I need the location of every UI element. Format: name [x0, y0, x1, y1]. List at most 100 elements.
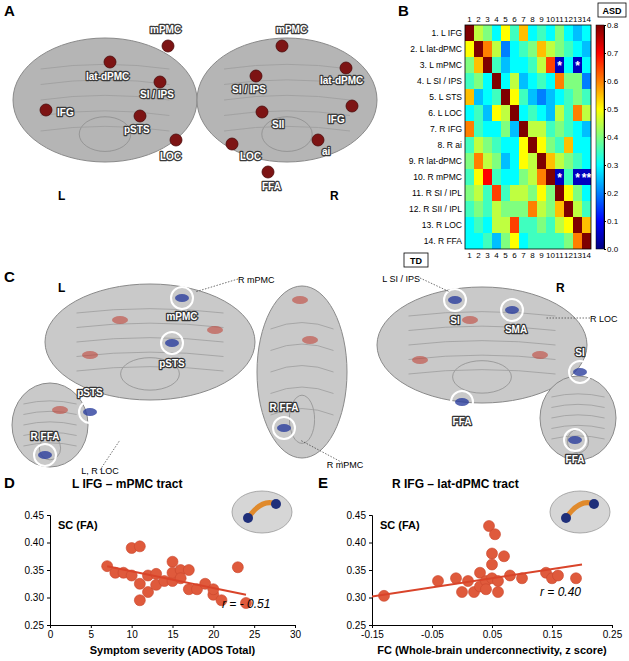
heatmap-cell: [537, 57, 546, 73]
heatmap-cell: [537, 201, 546, 217]
tick: 25: [249, 625, 261, 640]
heatmap-cells: [465, 25, 591, 249]
tick-label: 2: [476, 251, 481, 260]
region-label: SI / IPS: [140, 89, 174, 100]
region-circle: [34, 444, 56, 466]
heatmap-cell: [546, 201, 555, 217]
region-label: LOC: [240, 151, 261, 162]
tick: 7: [521, 251, 526, 260]
region-label: R FFA: [270, 402, 299, 413]
heatmap-cell: [564, 137, 573, 153]
heatmap-cell: [510, 89, 519, 105]
tick: 0.30: [347, 592, 372, 603]
heatmap-cell: [573, 169, 582, 185]
heatmap-cell: [582, 73, 591, 89]
heatmap-cell: [519, 233, 528, 249]
activation-patch: [82, 351, 98, 359]
significance-marker: **: [582, 171, 592, 185]
tick-mark: [552, 625, 553, 628]
region-label: SI / IPS: [232, 84, 266, 95]
heatmap-cell: [492, 185, 501, 201]
heatmap-cell: [564, 41, 573, 57]
heatmap-cell: [501, 185, 510, 201]
callout-label: R mPMC: [238, 275, 275, 285]
tick-label: 6: [512, 15, 517, 24]
region-label: FFA: [453, 416, 472, 427]
heatmap-cell: [492, 169, 501, 185]
tick-label: -0.15: [361, 629, 384, 640]
tick-label: 0.2: [607, 189, 619, 198]
x-axis: -0.15-0.050.050.150.25: [361, 625, 623, 640]
heatmap-cell: [510, 153, 519, 169]
tick: 1. L IFG: [432, 28, 462, 38]
heatmap-cell: [555, 121, 564, 137]
region-circle: [444, 289, 466, 311]
significance-marker: *: [575, 59, 580, 73]
heatmap-cell: [537, 153, 546, 169]
tick-mark: [213, 625, 214, 628]
region-label: mPMC: [276, 24, 307, 35]
heatmap-cell: [528, 105, 537, 121]
tick-label: 3: [485, 15, 490, 24]
heatmap-cell: [474, 89, 483, 105]
region-circle: [569, 361, 591, 383]
tick-mark: [369, 543, 372, 544]
activation-patch: [448, 296, 462, 304]
brain-sulcus: [77, 309, 224, 313]
tick-mark: [369, 570, 372, 571]
region-label: lat-dPMC: [86, 71, 129, 82]
heatmap-cell: [474, 185, 483, 201]
callout-label: R LOC: [590, 314, 618, 324]
brain-sulcus: [271, 366, 334, 372]
heatmap-cell: [483, 233, 492, 249]
heatmap-cell: [546, 153, 555, 169]
heatmap-cell: [483, 185, 492, 201]
hemisphere-label: R: [556, 281, 565, 295]
heatmap-cell: [483, 89, 492, 105]
tick-label: 8: [530, 15, 535, 24]
tick: 3. L mPMC: [420, 60, 462, 70]
tick-label: 30: [290, 629, 302, 640]
tick: 0.3: [604, 161, 619, 170]
activation-patch: [83, 408, 97, 416]
tick-label: 7. R IFG: [430, 124, 462, 134]
tick-label: 6. L LOC: [428, 108, 462, 118]
heatmap-cell: [519, 73, 528, 89]
tick-label: 0.7: [607, 49, 619, 58]
brain-sulcus: [409, 312, 556, 316]
region-sphere: [271, 499, 281, 509]
tick: 1: [467, 15, 472, 24]
callout-label: L SI / IPS: [382, 274, 420, 284]
heatmap-cell: [564, 217, 573, 233]
heatmap-cell: [492, 201, 501, 217]
x-axis-title: FC (Whole-brain underconnectivity, z sco…: [377, 644, 607, 656]
tick-label: 3. L mPMC: [420, 60, 462, 70]
heatmap-cell: [474, 233, 483, 249]
data-point: [487, 548, 498, 559]
tick-label: 2: [476, 15, 481, 24]
heatmap-cell: [528, 153, 537, 169]
activation-patch: [165, 339, 179, 347]
heatmap-cell: [483, 201, 492, 217]
tick-label: 14: [582, 15, 591, 24]
region-sphere: [226, 138, 238, 150]
brain-sulcus: [551, 404, 604, 407]
tick-mark: [604, 193, 606, 194]
heatmap-cell: [564, 105, 573, 121]
panel-label: C: [4, 268, 15, 285]
activation-patch: [292, 296, 308, 304]
heatmap-cell: [474, 217, 483, 233]
tick-mark: [492, 625, 493, 628]
tick-label: 7: [521, 251, 526, 260]
heatmap-cell: [519, 57, 528, 73]
tick: 0.40: [347, 537, 372, 548]
brain-sulcus: [41, 126, 170, 131]
brain-rendering: [13, 38, 197, 162]
data-point: [134, 541, 145, 552]
region-label: SII: [272, 119, 284, 130]
column-axis-bottom: 1234567891011121314: [467, 251, 591, 260]
colorbar: [596, 25, 604, 249]
region-sphere: [170, 134, 182, 146]
tick-label: 0.40: [25, 537, 45, 548]
heatmap-cell: [528, 233, 537, 249]
